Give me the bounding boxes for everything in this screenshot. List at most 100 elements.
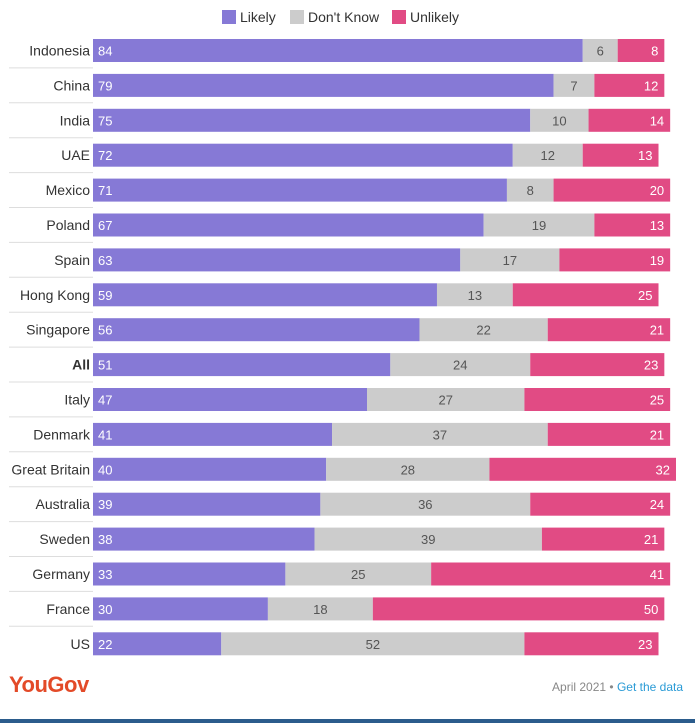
value-label-likely-mexico: 71 [98, 183, 112, 198]
value-label-dont-know-indonesia: 6 [597, 44, 604, 59]
value-label-likely-germany: 33 [98, 567, 112, 582]
bar-dont-know-france [267, 597, 373, 621]
category-label-italy: Italy [64, 392, 90, 408]
value-label-dont-know-us: 52 [366, 637, 380, 652]
value-label-dont-know-all: 24 [453, 358, 467, 373]
bar-likely-france [93, 597, 268, 621]
category-label-mexico: Mexico [46, 182, 91, 198]
bar-unlikely-singapore [547, 318, 671, 342]
value-label-unlikely-all: 23 [644, 358, 658, 373]
bar-likely-sweden [93, 527, 315, 551]
legend-swatch [392, 10, 406, 24]
category-label-uae: UAE [61, 147, 90, 163]
bar-unlikely-hong-kong [512, 283, 659, 307]
value-label-dont-know-germany: 25 [351, 567, 365, 582]
get-the-data-link[interactable]: Get the data [616, 680, 683, 694]
bar-dont-know-germany [285, 562, 432, 586]
bar-unlikely-germany [431, 562, 671, 586]
category-label-australia: Australia [36, 496, 91, 512]
category-label-china: China [53, 77, 90, 93]
value-label-likely-hong-kong: 59 [98, 288, 112, 303]
stacked-bar-chart: Indonesia 84 6 8 China 79 7 12 India 75 10 14 UAE 72 1… [9, 39, 676, 656]
value-label-dont-know-uae: 12 [541, 148, 555, 163]
yougov-logo: YouGov [9, 672, 89, 697]
bar-unlikely-us [524, 632, 659, 656]
value-label-likely-indonesia: 84 [98, 44, 112, 59]
bar-likely-great-britain [93, 457, 327, 481]
bar-unlikely-india [588, 108, 671, 132]
category-label-spain: Spain [54, 252, 90, 268]
bar-unlikely-great-britain [489, 457, 676, 481]
value-label-likely-france: 30 [98, 602, 112, 617]
bar-dont-know-all [390, 353, 531, 377]
value-label-likely-all: 51 [98, 358, 112, 373]
value-label-likely-poland: 67 [98, 218, 112, 233]
category-label-great-britain: Great Britain [11, 461, 90, 477]
value-label-likely-uae: 72 [98, 148, 112, 163]
bar-dont-know-spain [460, 248, 560, 272]
value-label-unlikely-australia: 24 [650, 497, 664, 512]
value-label-likely-great-britain: 40 [98, 462, 112, 477]
value-label-dont-know-poland: 19 [532, 218, 546, 233]
bar-dont-know-hong-kong [436, 283, 513, 307]
bar-dont-know-us [221, 632, 525, 656]
legend-item-likely: Likely [222, 6, 276, 28]
bar-dont-know-india [530, 108, 589, 132]
bar-likely-singapore [93, 318, 420, 342]
legend-label: Unlikely [410, 9, 460, 25]
bar-likely-denmark [93, 422, 333, 446]
value-label-unlikely-spain: 19 [650, 253, 664, 268]
bar-likely-us [93, 632, 222, 656]
bar-unlikely-uae [582, 143, 659, 167]
bar-dont-know-uae [512, 143, 583, 167]
legend-swatch [290, 10, 304, 24]
bar-dont-know-denmark [332, 422, 548, 446]
bar-unlikely-australia [530, 492, 671, 516]
legend-label: Don't Know [308, 9, 380, 25]
bottom-bar [0, 719, 695, 723]
value-label-unlikely-hong-kong: 25 [638, 288, 652, 303]
bar-dont-know-poland [483, 213, 595, 237]
value-label-likely-china: 79 [98, 78, 112, 93]
value-label-unlikely-singapore: 21 [650, 323, 664, 338]
legend-item-unlikely: Unlikely [392, 6, 459, 28]
bar-likely-uae [93, 143, 513, 167]
bar-unlikely-poland [594, 213, 671, 237]
category-label-germany: Germany [32, 566, 90, 582]
category-label-all: All [72, 357, 90, 373]
bar-likely-all [93, 353, 391, 377]
value-label-unlikely-france: 50 [644, 602, 658, 617]
value-label-likely-denmark: 41 [98, 427, 112, 442]
value-label-dont-know-denmark: 37 [433, 427, 447, 442]
value-label-unlikely-denmark: 21 [650, 427, 664, 442]
value-label-likely-italy: 47 [98, 393, 112, 408]
bar-likely-mexico [93, 178, 507, 202]
value-label-unlikely-india: 14 [650, 113, 664, 128]
bar-likely-germany [93, 562, 286, 586]
category-label-france: France [46, 601, 90, 617]
value-label-unlikely-us: 23 [638, 637, 652, 652]
bar-likely-hong-kong [93, 283, 437, 307]
bar-dont-know-sweden [314, 527, 542, 551]
category-label-india: India [60, 112, 91, 128]
value-label-likely-australia: 39 [98, 497, 112, 512]
bar-unlikely-italy [524, 388, 671, 411]
bar-likely-india [93, 108, 531, 132]
bar-likely-indonesia [93, 39, 583, 62]
value-label-dont-know-australia: 36 [418, 497, 432, 512]
value-label-dont-know-spain: 17 [503, 253, 517, 268]
bar-unlikely-indonesia [617, 39, 665, 62]
category-label-sweden: Sweden [39, 531, 90, 547]
value-label-unlikely-germany: 41 [650, 567, 664, 582]
value-label-dont-know-india: 10 [552, 113, 566, 128]
value-label-likely-spain: 63 [98, 253, 112, 268]
value-label-dont-know-mexico: 8 [527, 183, 534, 198]
value-label-unlikely-mexico: 20 [650, 183, 664, 198]
legend-swatch [222, 10, 236, 24]
category-label-indonesia: Indonesia [29, 43, 90, 59]
bar-unlikely-france [372, 597, 665, 621]
bar-dont-know-mexico [506, 178, 554, 202]
bar-likely-china [93, 73, 554, 97]
category-label-poland: Poland [46, 217, 90, 233]
value-label-unlikely-china: 12 [644, 78, 658, 93]
